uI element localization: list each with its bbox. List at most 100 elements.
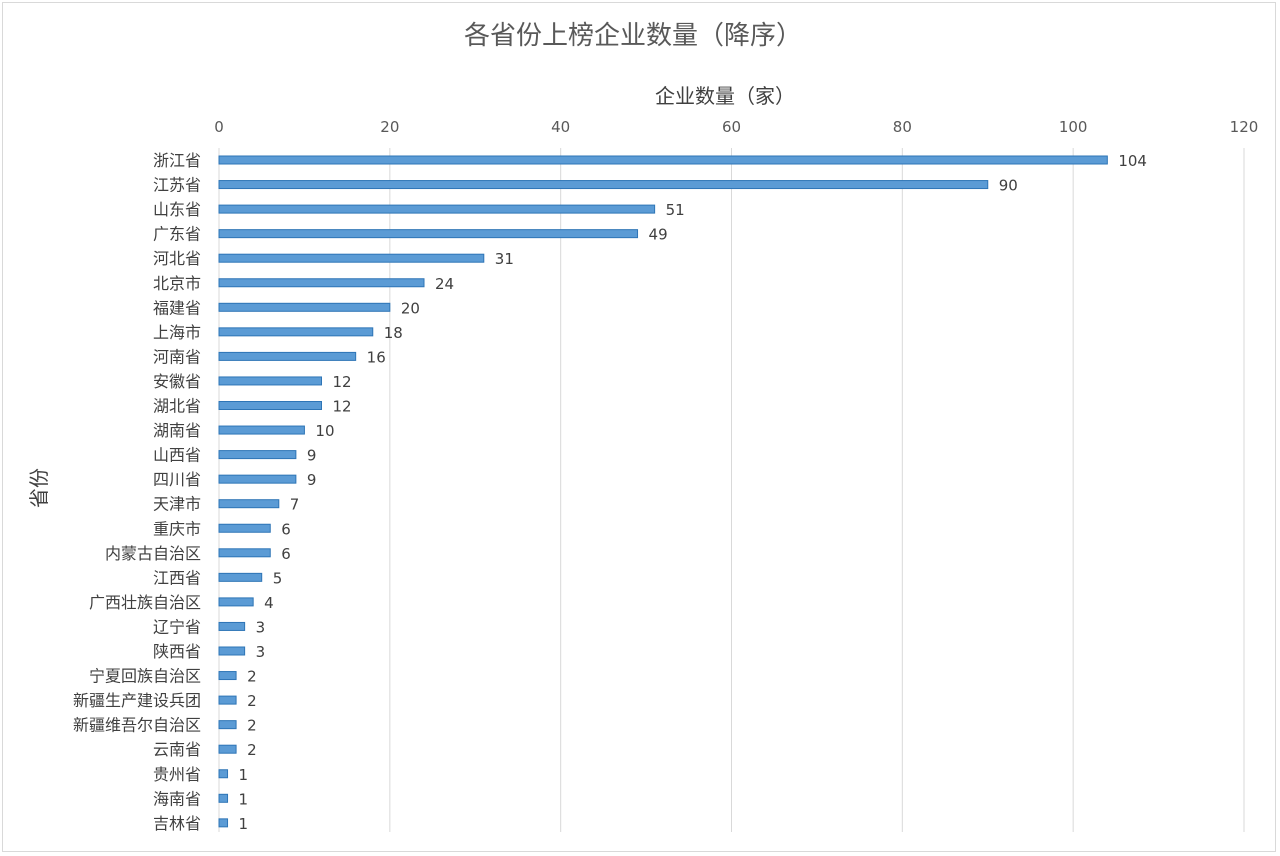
category-label: 新疆生产建设兵团: [73, 691, 201, 710]
category-label: 广西壮族自治区: [89, 593, 201, 612]
category-label: 江苏省: [153, 176, 201, 195]
x-tick-label: 40: [551, 118, 570, 136]
category-label: 浙江省: [153, 151, 201, 170]
x-tick-label: 60: [722, 118, 741, 136]
x-tick-label: 100: [1059, 118, 1088, 136]
category-label: 广东省: [153, 225, 201, 244]
category-label: 海南省: [153, 789, 201, 808]
data-label: 1: [239, 766, 249, 784]
bar: [218, 450, 297, 460]
data-labels: 1049051493124201816121210997665433222211…: [239, 152, 1147, 833]
bar: [218, 744, 237, 754]
data-label: 1: [239, 790, 249, 808]
category-label: 陕西省: [153, 642, 201, 661]
category-label: 贵州省: [153, 765, 201, 784]
data-label: 4: [264, 594, 274, 612]
data-label: 24: [435, 275, 454, 293]
category-label: 江西省: [153, 568, 201, 587]
category-label: 天津市: [153, 495, 201, 514]
data-label: 9: [307, 447, 317, 465]
data-label: 51: [666, 201, 685, 219]
bar: [218, 769, 229, 779]
category-label: 湖南省: [153, 421, 201, 440]
bar: [218, 720, 237, 730]
category-label: 重庆市: [153, 519, 201, 538]
category-label: 河北省: [153, 249, 201, 268]
bar: [218, 425, 305, 435]
data-label: 2: [247, 668, 257, 686]
data-label: 1: [239, 815, 249, 833]
data-label: 2: [247, 741, 257, 759]
bar: [218, 229, 639, 239]
data-label: 3: [256, 643, 266, 661]
bar: [218, 401, 322, 410]
data-label: 2: [247, 692, 257, 710]
data-label: 49: [649, 226, 668, 244]
bar: [218, 327, 374, 337]
data-label: 31: [495, 250, 514, 268]
x-tick-labels: 0 20 40 60 80 100 120: [214, 118, 1258, 136]
data-label: 5: [273, 569, 283, 587]
data-label: 3: [256, 618, 266, 636]
data-label: 10: [315, 422, 334, 440]
category-label: 河南省: [153, 347, 201, 366]
bar: [218, 793, 229, 803]
bar: [218, 253, 485, 263]
bar: [218, 180, 989, 190]
bar: [218, 695, 237, 705]
bar: [218, 597, 254, 607]
category-label: 四川省: [153, 470, 201, 489]
category-labels: 浙江省江苏省山东省广东省河北省北京市福建省上海市河南省安徽省湖北省湖南省山西省四…: [73, 151, 201, 833]
bar: [218, 155, 1108, 165]
category-label: 新疆维吾尔自治区: [73, 716, 201, 735]
category-label: 湖北省: [153, 397, 201, 416]
bar: [218, 572, 263, 582]
category-label: 宁夏回族自治区: [89, 667, 201, 686]
bar: [218, 523, 271, 533]
bar: [218, 376, 322, 386]
bar: [218, 302, 391, 312]
data-label: 12: [333, 373, 352, 391]
data-label: 18: [384, 324, 403, 342]
data-label: 2: [247, 717, 257, 735]
x-tick-label: 120: [1230, 118, 1259, 136]
bar: [218, 671, 237, 681]
category-label: 辽宁省: [153, 617, 201, 636]
category-label: 山东省: [153, 200, 201, 219]
category-label: 上海市: [153, 323, 201, 342]
x-tick-label: 0: [214, 118, 224, 136]
bar: [218, 351, 357, 361]
data-label: 12: [333, 398, 352, 416]
category-label: 内蒙古自治区: [105, 544, 201, 563]
category-label: 福建省: [153, 298, 201, 317]
y-axis-title: 省份: [27, 468, 51, 508]
category-label: 吉林省: [153, 814, 201, 833]
data-label: 104: [1118, 152, 1147, 170]
bar: [218, 818, 229, 828]
gridlines: [218, 148, 1245, 832]
chart-title: 各省份上榜企业数量（降序）: [464, 21, 802, 51]
x-axis-title: 企业数量（家）: [655, 84, 795, 108]
bar: [218, 278, 425, 288]
category-label: 北京市: [153, 274, 201, 293]
category-label: 云南省: [153, 740, 201, 759]
category-label: 山西省: [153, 446, 201, 465]
bar: [218, 548, 271, 558]
x-tick-label: 20: [380, 118, 399, 136]
data-label: 6: [281, 520, 291, 538]
x-tick-label: 80: [893, 118, 912, 136]
bar: [218, 646, 246, 656]
data-label: 20: [401, 299, 420, 317]
bar: [218, 474, 297, 484]
bars: [218, 155, 1108, 828]
data-label: 9: [307, 471, 317, 489]
bar: [218, 621, 246, 631]
category-label: 安徽省: [153, 372, 201, 391]
bar: [218, 499, 280, 509]
data-label: 16: [367, 348, 386, 366]
data-label: 6: [281, 545, 291, 563]
data-label: 7: [290, 496, 300, 514]
data-label: 90: [999, 177, 1018, 195]
